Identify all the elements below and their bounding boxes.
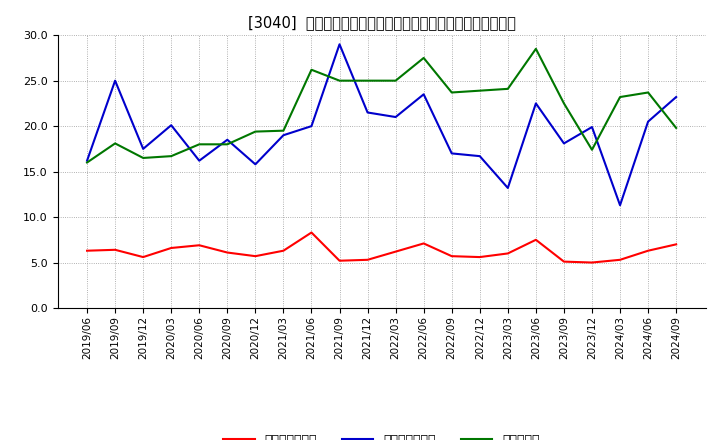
在庫回転率 [251,129,260,134]
在庫回転率 [503,86,512,92]
売上債権回転率 [307,230,316,235]
Line: 在庫回転率: 在庫回転率 [87,49,676,162]
買入債務回転率 [588,125,596,130]
買入債務回転率 [531,101,540,106]
買入債務回転率 [223,137,232,143]
買入債務回転率 [167,123,176,128]
売上債権回転率 [223,250,232,255]
在庫回転率 [419,55,428,61]
売上債権回転率 [251,253,260,259]
買入債務回転率 [139,146,148,151]
売上債権回転率 [559,259,568,264]
在庫回転率 [447,90,456,95]
売上債権回転率 [336,258,344,264]
売上債権回転率 [503,251,512,256]
買入債務回転率 [559,141,568,146]
売上債権回転率 [644,248,652,253]
在庫回転率 [475,88,484,93]
買入債務回転率 [279,132,288,138]
売上債権回転率 [139,254,148,260]
売上債権回転率 [447,253,456,259]
売上債権回転率 [616,257,624,262]
在庫回転率 [223,142,232,147]
買入債務回転率 [644,119,652,124]
売上債権回転率 [391,249,400,254]
買入債務回転率 [616,202,624,208]
売上債権回転率 [195,242,204,248]
売上債権回転率 [83,248,91,253]
在庫回転率 [588,147,596,152]
Title: [3040]  売上債権回転率、買入債務回転率、在庫回転率の推移: [3040] 売上債権回転率、買入債務回転率、在庫回転率の推移 [248,15,516,30]
在庫回転率 [391,78,400,83]
Legend: 売上債権回転率, 買入債務回転率, 在庫回転率: 売上債権回転率, 買入債務回転率, 在庫回転率 [218,429,545,440]
在庫回転率 [167,154,176,159]
買入債務回転率 [251,161,260,167]
在庫回転率 [559,101,568,106]
在庫回転率 [364,78,372,83]
売上債権回転率 [419,241,428,246]
在庫回転率 [83,160,91,165]
買入債務回転率 [672,95,680,100]
買入債務回転率 [111,78,120,83]
買入債務回転率 [419,92,428,97]
在庫回転率 [307,67,316,73]
買入債務回転率 [307,124,316,129]
買入債務回転率 [195,158,204,163]
買入債務回転率 [83,158,91,163]
買入債務回転率 [391,114,400,120]
買入債務回転率 [364,110,372,115]
売上債権回転率 [531,237,540,242]
在庫回転率 [672,125,680,131]
買入債務回転率 [336,42,344,47]
在庫回転率 [111,141,120,146]
Line: 買入債務回転率: 買入債務回転率 [87,44,676,205]
買入債務回転率 [475,154,484,159]
売上債権回転率 [279,248,288,253]
在庫回転率 [336,78,344,83]
在庫回転率 [139,155,148,161]
在庫回転率 [644,90,652,95]
買入債務回転率 [503,185,512,191]
Line: 売上債権回転率: 売上債権回転率 [87,232,676,263]
在庫回転率 [279,128,288,133]
在庫回転率 [531,46,540,51]
売上債権回転率 [167,246,176,251]
売上債権回転率 [475,254,484,260]
在庫回転率 [195,142,204,147]
売上債権回転率 [111,247,120,253]
売上債権回転率 [672,242,680,247]
売上債権回転率 [364,257,372,262]
在庫回転率 [616,95,624,100]
買入債務回転率 [447,151,456,156]
売上債権回転率 [588,260,596,265]
